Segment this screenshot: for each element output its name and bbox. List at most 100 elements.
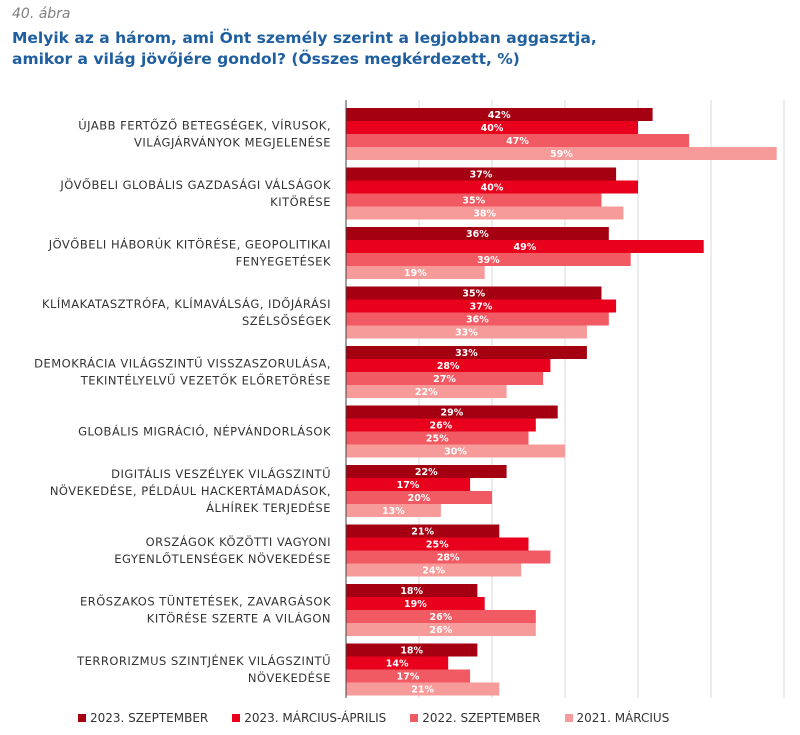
legend-swatch [564, 714, 573, 722]
bar [346, 550, 551, 564]
data-label: 39% [477, 255, 500, 266]
data-label: 17% [397, 672, 420, 683]
bar [346, 563, 522, 577]
bar [346, 299, 617, 313]
category-label: EGYENLŐTLENSÉGEK NÖVEKEDÉSE [114, 550, 331, 566]
bar [346, 524, 500, 538]
bar [346, 682, 500, 696]
bar [346, 167, 617, 181]
bar [346, 504, 441, 517]
bar [346, 286, 602, 300]
category-label: ORSZÁGOK KÖZÖTTI VAGYONI [146, 533, 331, 549]
bar [346, 253, 631, 266]
bar [346, 346, 587, 359]
bar [346, 597, 485, 610]
category-label: NÖVEKEDÉSE [248, 669, 331, 685]
bar [346, 465, 507, 478]
category-label: JÖVŐBELI HÁBORÚK KITÖRÉSE, GEOPOLITIKAI [48, 236, 331, 252]
category-label: KITÖRÉSE SZERTE A VILÁGON [147, 610, 331, 626]
category-label: DIGITÁLIS VESZÉLYEK VILÁGSZINTŰ [111, 466, 331, 481]
data-label: 26% [430, 612, 453, 623]
data-label: 21% [411, 527, 434, 538]
data-label: 59% [550, 149, 573, 160]
legend-swatch [232, 714, 241, 722]
bar [346, 584, 478, 597]
legend-swatch [410, 714, 419, 722]
bar [346, 418, 536, 432]
category-label: KLÍMAKATASZTRÓFA, KLÍMAVÁLSÁG, IDŐJÁRÁSI [42, 296, 331, 311]
category-label: FENYEGETÉSEK [236, 254, 331, 269]
bar [346, 431, 529, 445]
category-label: ERŐSZAKOS TÜNTETÉSEK, ZAVARGÁSOK [80, 593, 331, 609]
data-label: 35% [462, 289, 485, 300]
bar [346, 537, 529, 551]
category-label: NÖVEKEDÉSE, PÉLDÁUL HACKERTÁMADÁSOK, [50, 482, 331, 498]
legend-item-2021-marcius: 2021. MÁRCIUS [564, 711, 670, 725]
bar [346, 121, 638, 134]
bar [346, 134, 690, 147]
data-label: 22% [415, 387, 438, 398]
bar [346, 372, 544, 385]
bar [346, 180, 638, 194]
legend-swatch [78, 714, 86, 722]
bar [346, 193, 602, 207]
bar [346, 623, 536, 636]
bar [346, 266, 485, 279]
data-label: 27% [433, 374, 456, 385]
bar [346, 491, 492, 504]
bar [346, 478, 471, 491]
bar [346, 240, 704, 253]
data-label: 37% [470, 170, 493, 181]
bar [346, 147, 777, 160]
legend-item-2023-szeptember: 2023. SZEPTEMBER [78, 711, 208, 725]
data-label: 47% [506, 136, 529, 147]
legend-item-2022-szeptember: 2022. SZEPTEMBER [410, 711, 541, 725]
data-label: 25% [426, 540, 449, 551]
data-label: 36% [466, 229, 489, 240]
data-label: 28% [437, 553, 460, 564]
data-label: 18% [400, 586, 423, 597]
data-label: 19% [404, 599, 427, 610]
category-label: VILÁGJÁRVÁNYOK MEGJELENÉSE [134, 135, 331, 150]
bar [346, 444, 565, 458]
category-label: GLOBÁLIS MIGRÁCIÓ, NÉPVÁNDORLÁSOK [78, 424, 331, 439]
data-label: 35% [462, 196, 485, 207]
data-label: 17% [397, 480, 420, 491]
data-label: 26% [430, 625, 453, 636]
data-label: 26% [430, 421, 453, 432]
category-label: SZÉLSŐSÉGEK [242, 313, 331, 328]
chart-title: Melyik az a három, ami Önt személy szeri… [12, 28, 782, 70]
data-label: 42% [488, 110, 511, 121]
data-label: 25% [426, 434, 449, 445]
bar [346, 227, 609, 240]
bar [346, 206, 624, 220]
data-label: 18% [400, 646, 423, 657]
data-label: 20% [408, 493, 431, 504]
data-label: 29% [440, 408, 463, 419]
category-label: ÁLHÍREK TERJEDÉSE [206, 500, 331, 515]
category-label: KITÖRÉSE [270, 193, 331, 209]
data-label: 30% [444, 447, 467, 458]
legend-label: 2023. SZEPTEMBER [90, 711, 209, 725]
data-label: 36% [466, 315, 489, 326]
chart-title-line-1: Melyik az a három, ami Önt személy szeri… [12, 29, 597, 47]
bar [346, 359, 551, 372]
data-label: 28% [437, 361, 460, 372]
category-label: TERRORIZMUS SZINTJÉNEK VILÁGSZINTŰ [76, 653, 331, 668]
data-label: 33% [455, 328, 478, 339]
data-label: 19% [404, 268, 427, 279]
data-label: 40% [481, 123, 504, 134]
bar [346, 312, 609, 326]
figure-number: 40. ábra [12, 6, 71, 22]
bar [346, 656, 449, 670]
data-label: 14% [386, 659, 409, 670]
bar [346, 385, 507, 398]
legend-label: 2022. SZEPTEMBER [422, 711, 541, 725]
legend-label: 2021. MÁRCIUS [576, 711, 670, 725]
legend-label: 2023. MÁRCIUS-ÁPRILIS [244, 711, 387, 725]
bar [346, 325, 587, 339]
category-label: TEKINTÉLYELVŰ VEZETŐK ELŐRETÖRÉSE [80, 372, 331, 388]
data-label: 49% [513, 242, 536, 253]
data-label: 22% [415, 467, 438, 478]
